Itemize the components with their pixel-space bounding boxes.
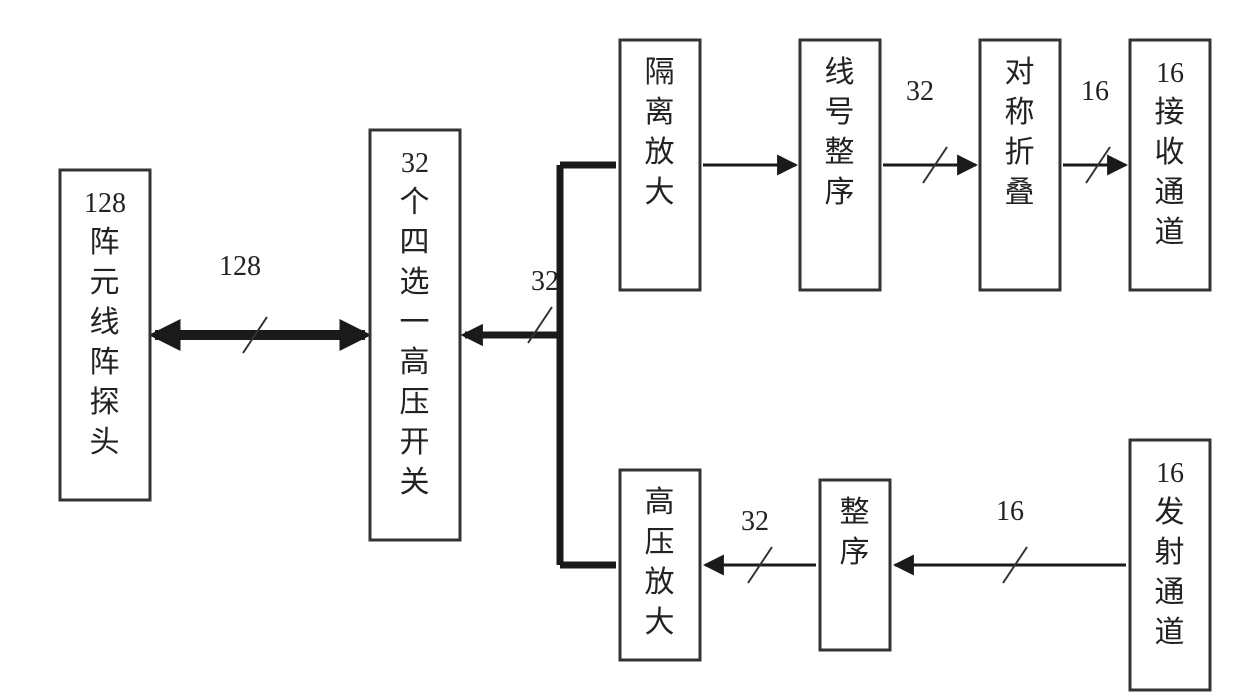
edge-label-e5: 32	[741, 506, 769, 537]
edge-label-e2: 32	[531, 266, 559, 297]
box-label-switch: 32个四选一高压开关	[400, 148, 431, 499]
box-label-reorder_t: 线号整序	[825, 56, 856, 209]
edge-label-e1: 128	[219, 251, 261, 282]
edge-label-e3: 32	[906, 76, 934, 107]
box-label-iso_amp: 隔离放大	[645, 56, 676, 209]
edge-label-e6: 16	[996, 496, 1024, 527]
box-label-probe: 128阵元线阵探头	[84, 188, 126, 459]
block-diagram: 128阵元线阵探头 32个四选一高压开关 隔离放大 线号整序 对称折叠 16接收通道高压放…	[0, 0, 1240, 697]
box-label-hv_amp: 高压放大	[645, 486, 676, 639]
box-label-tx_chan: 16发射通道	[1155, 458, 1186, 649]
box-label-reorder_b: 整序	[840, 496, 871, 569]
box-label-rx_chan: 16接收通道	[1155, 58, 1186, 249]
box-label-sym_fold: 对称折叠	[1005, 56, 1036, 209]
edge-label-e4: 16	[1081, 76, 1109, 107]
